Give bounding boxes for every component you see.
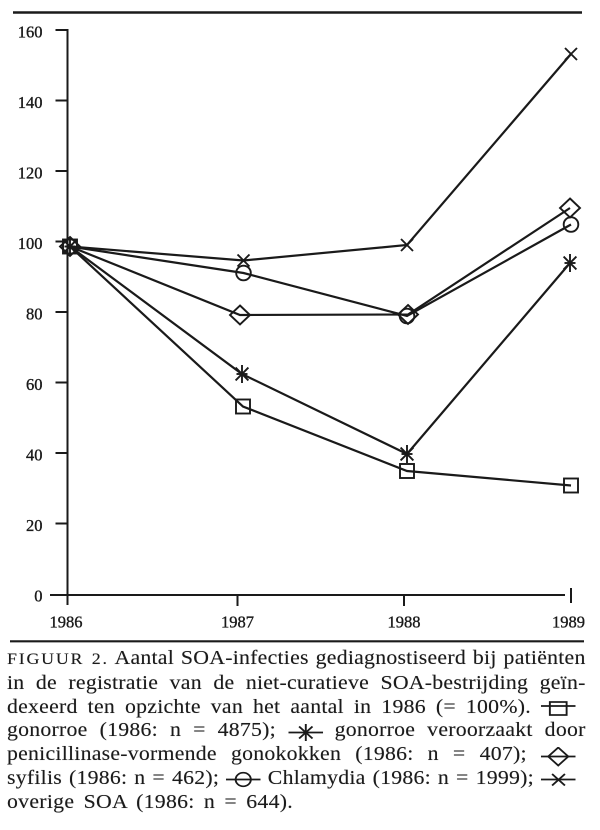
svg-text:1988: 1988 [388,613,421,632]
svg-text:160: 160 [18,23,43,42]
svg-text:20: 20 [26,516,43,535]
svg-text:80: 80 [26,305,43,324]
svg-text:1986: 1986 [50,613,83,632]
svg-text:60: 60 [26,375,43,394]
svg-text:100: 100 [18,234,43,253]
svg-text:1987: 1987 [221,613,254,632]
svg-text:0: 0 [34,587,42,606]
svg-text:1989: 1989 [552,613,585,632]
svg-text:120: 120 [18,164,43,183]
svg-text:140: 140 [18,93,43,112]
svg-text:40: 40 [26,446,43,465]
